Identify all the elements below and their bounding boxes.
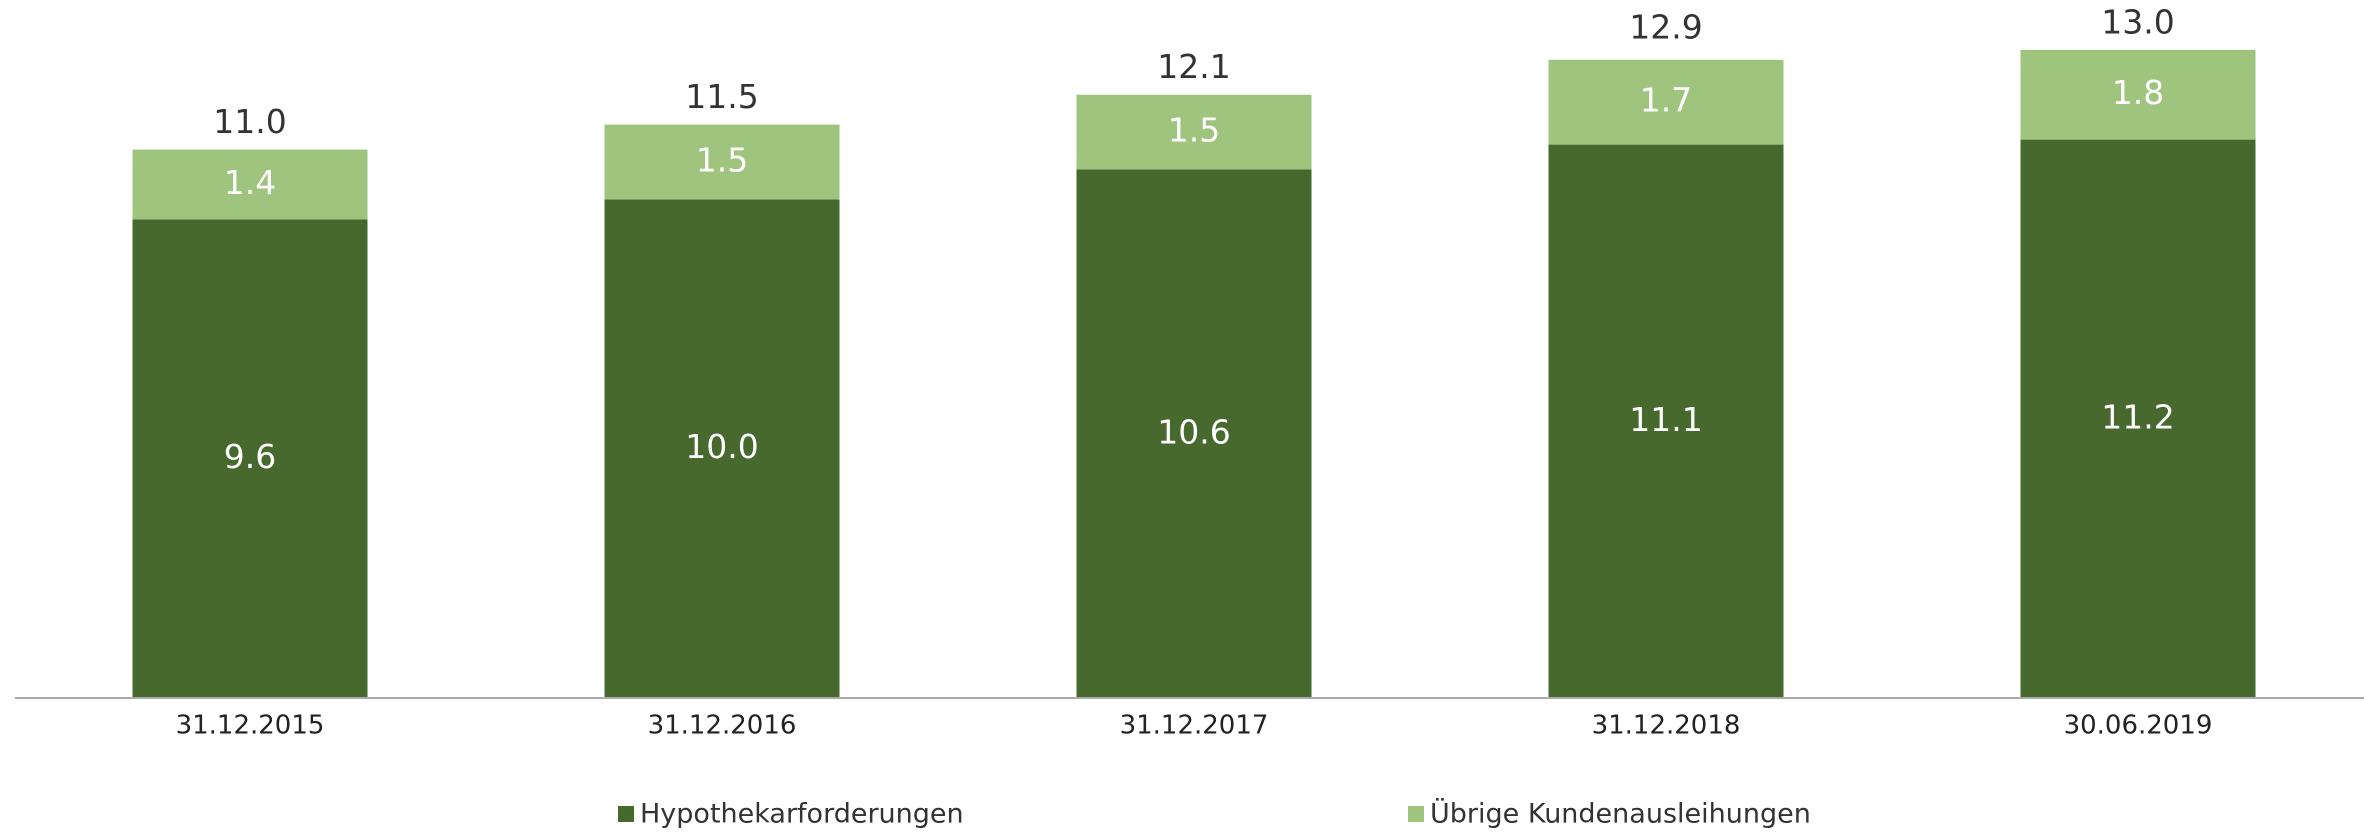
x-tick-label: 31.12.2015: [176, 711, 325, 741]
total-label: 11.5: [685, 77, 758, 116]
value-label: 11.2: [2101, 397, 2174, 436]
bar-segment: [2020, 139, 2256, 699]
legend-swatch: [618, 806, 634, 822]
value-label: 1.8: [2112, 73, 2164, 112]
value-label: 10.6: [1157, 412, 1230, 451]
total-label: 11.0: [213, 102, 286, 141]
x-tick-label: 31.12.2016: [648, 711, 797, 741]
x-tick-label: 31.12.2017: [1120, 711, 1269, 741]
bar-segment: [1548, 59, 1784, 145]
x-tick-label: 30.06.2019: [2064, 711, 2213, 741]
bar-segment: [604, 199, 840, 698]
x-tick-label: 31.12.2018: [1592, 711, 1741, 741]
total-label: 12.9: [1629, 7, 1702, 46]
value-label: 9.6: [224, 437, 276, 476]
value-label: 1.4: [224, 163, 276, 202]
value-label: 1.5: [1168, 111, 1220, 150]
bar-segment: [132, 219, 368, 698]
value-label: 10.0: [685, 427, 758, 466]
legend-label: Übrige Kundenausleihungen: [1430, 798, 1811, 830]
bar-segment: [2020, 49, 2256, 140]
bar-segment: [1548, 144, 1784, 699]
total-label: 13.0: [2101, 2, 2174, 41]
bar-segment: [132, 149, 368, 220]
bar-segment: [1076, 169, 1312, 698]
value-label: 1.7: [1640, 81, 1692, 120]
value-label: 1.5: [696, 141, 748, 180]
bar-segment: [1076, 94, 1312, 170]
bar-segment: [604, 124, 840, 200]
total-label: 12.1: [1157, 47, 1230, 86]
legend-label: Hypothekarforderungen: [640, 799, 964, 830]
legend-swatch: [1408, 806, 1424, 822]
value-label: 11.1: [1629, 400, 1702, 439]
